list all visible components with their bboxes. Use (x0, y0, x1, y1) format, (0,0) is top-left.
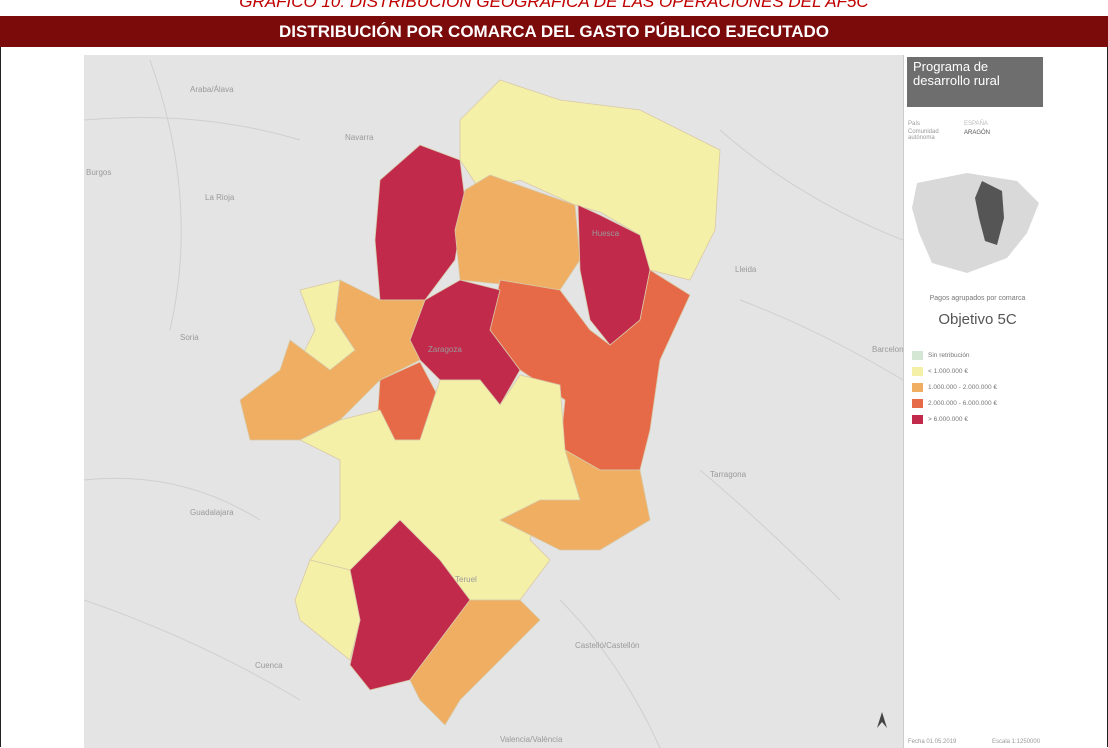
place-label: Huesca (592, 229, 620, 238)
map: Araba/Álava Navarra Burgos La Rioja Sori… (84, 55, 903, 748)
aragon (975, 181, 1004, 245)
legend-swatch (912, 398, 923, 408)
legend-item: > 6.000.000 € (912, 414, 968, 425)
legend-item: Sin retribución (912, 350, 970, 361)
place-label: La Rioja (205, 193, 235, 202)
place-label: Guadalajara (190, 508, 234, 517)
boundaries (84, 59, 903, 748)
place-label: Lleida (735, 265, 757, 274)
legend-label: > 6.000.000 € (928, 416, 968, 423)
legend-label: < 1.000.000 € (928, 368, 968, 375)
place-label: Cuenca (255, 661, 283, 670)
legend-item: 2.000.000 - 6.000.000 € (912, 398, 997, 409)
north-arrow (877, 712, 887, 728)
header: DISTRIBUCIÓN POR COMARCA DEL GASTO PÚBLI… (0, 16, 1108, 47)
place-label: Barcelona (872, 345, 903, 354)
place-label: Navarra (345, 133, 374, 142)
legend-label: Sin retribución (928, 352, 970, 359)
caption: GRÁFICO 10: DISTRIBUCIÓN GEOGRÁFICA DE L… (239, 0, 869, 11)
legend-swatch (912, 414, 923, 424)
spain (912, 173, 1039, 273)
country: ESPAÑA (964, 121, 988, 127)
place-label: Zaragoza (428, 345, 462, 354)
comarca (499, 449, 651, 551)
place-label: Araba/Álava (190, 85, 234, 94)
date: Fecha 01.05.2019 (908, 739, 957, 745)
region: ARAGÓN (964, 130, 991, 136)
region-label: Comunidad autónoma (908, 129, 939, 141)
legend-item: 1.000.000 - 2.000.000 € (912, 382, 997, 393)
objective: Objetivo 5C (938, 311, 1017, 328)
place-label: Soria (180, 333, 199, 342)
place-label: Burgos (86, 168, 111, 177)
place-label: Castelló/Castellón (575, 641, 639, 650)
country-label: País (908, 121, 921, 127)
comarca (294, 559, 361, 661)
legend-title: Pagos agrupados por comarca (929, 295, 1026, 302)
program-title: Programa de desarrollo rural (907, 57, 1043, 107)
legend-item: < 1.000.000 € (912, 366, 968, 377)
legend-label: 1.000.000 - 2.000.000 € (928, 384, 998, 391)
scale: Escala 1:1250000 (992, 739, 1041, 745)
comarca (374, 144, 466, 301)
comarca (409, 599, 541, 726)
place-label: Valencia/València (500, 735, 563, 744)
place-label: Tarragona (710, 470, 747, 479)
locator-map (912, 173, 1039, 273)
legend-swatch (912, 366, 923, 376)
legend-label: 2.000.000 - 6.000.000 € (928, 400, 998, 407)
sidebar: Programa de desarrollo rural País ESPAÑA… (903, 55, 1051, 748)
legend-swatch (912, 350, 923, 360)
legend-swatch (912, 382, 923, 392)
place-label: Teruel (455, 575, 477, 584)
comarca (239, 279, 426, 441)
